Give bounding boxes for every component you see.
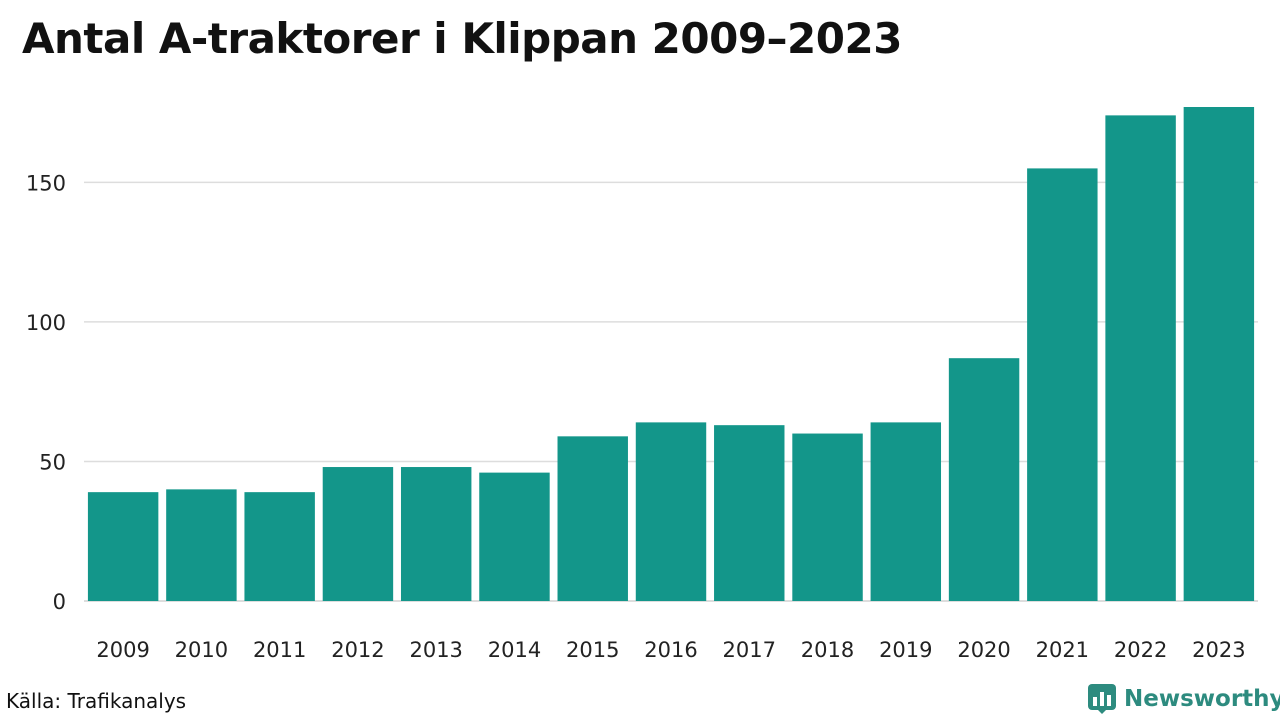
x-tick-label: 2021	[1036, 638, 1089, 662]
x-tick-label: 2017	[723, 638, 776, 662]
y-tick-label: 0	[53, 590, 66, 614]
source-note: Källa: Trafikanalys	[6, 689, 187, 713]
x-tick-label: 2016	[644, 638, 697, 662]
bar-2012	[322, 467, 394, 601]
x-axis-ticks: 2009 2010 2011 2012 2013 2014 2015 2016 2017 2018…	[96, 638, 1245, 662]
bar-2018	[792, 433, 863, 601]
x-tick-label: 2009	[96, 638, 149, 662]
bar-2010	[166, 489, 237, 601]
bar-2022	[1105, 115, 1176, 602]
x-tick-label: 2019	[879, 638, 932, 662]
bar-2011	[244, 492, 315, 601]
bar-2020	[948, 358, 1020, 601]
x-tick-label: 2023	[1192, 638, 1245, 662]
y-tick-label: 100	[26, 311, 66, 335]
bar-2009	[87, 492, 159, 601]
y-tick-label: 50	[39, 450, 66, 474]
y-axis-ticks: 0 50 100 150	[26, 171, 66, 614]
brand-logo: Newsworthy	[1088, 684, 1280, 714]
bar-2016	[635, 422, 707, 601]
bar-2019	[870, 422, 942, 601]
y-tick-label: 150	[26, 171, 66, 195]
bar-2021	[1027, 168, 1098, 601]
x-tick-label: 2014	[488, 638, 541, 662]
x-tick-label: 2022	[1114, 638, 1167, 662]
bar-2017	[714, 425, 785, 601]
x-tick-label: 2012	[331, 638, 384, 662]
chart-logo-icon	[1088, 684, 1116, 714]
x-tick-label: 2020	[957, 638, 1010, 662]
bar-2015	[557, 436, 628, 601]
x-tick-label: 2015	[566, 638, 619, 662]
chart-title: Antal A-traktorer i Klippan 2009–2023	[22, 14, 902, 63]
bar-2013	[400, 467, 472, 601]
x-tick-label: 2010	[175, 638, 228, 662]
x-tick-label: 2018	[801, 638, 854, 662]
bars	[87, 107, 1255, 602]
x-tick-label: 2011	[253, 638, 306, 662]
bar-2014	[479, 472, 550, 601]
brand-name: Newsworthy	[1124, 686, 1280, 712]
bar-2023	[1183, 107, 1255, 601]
x-tick-label: 2013	[409, 638, 462, 662]
